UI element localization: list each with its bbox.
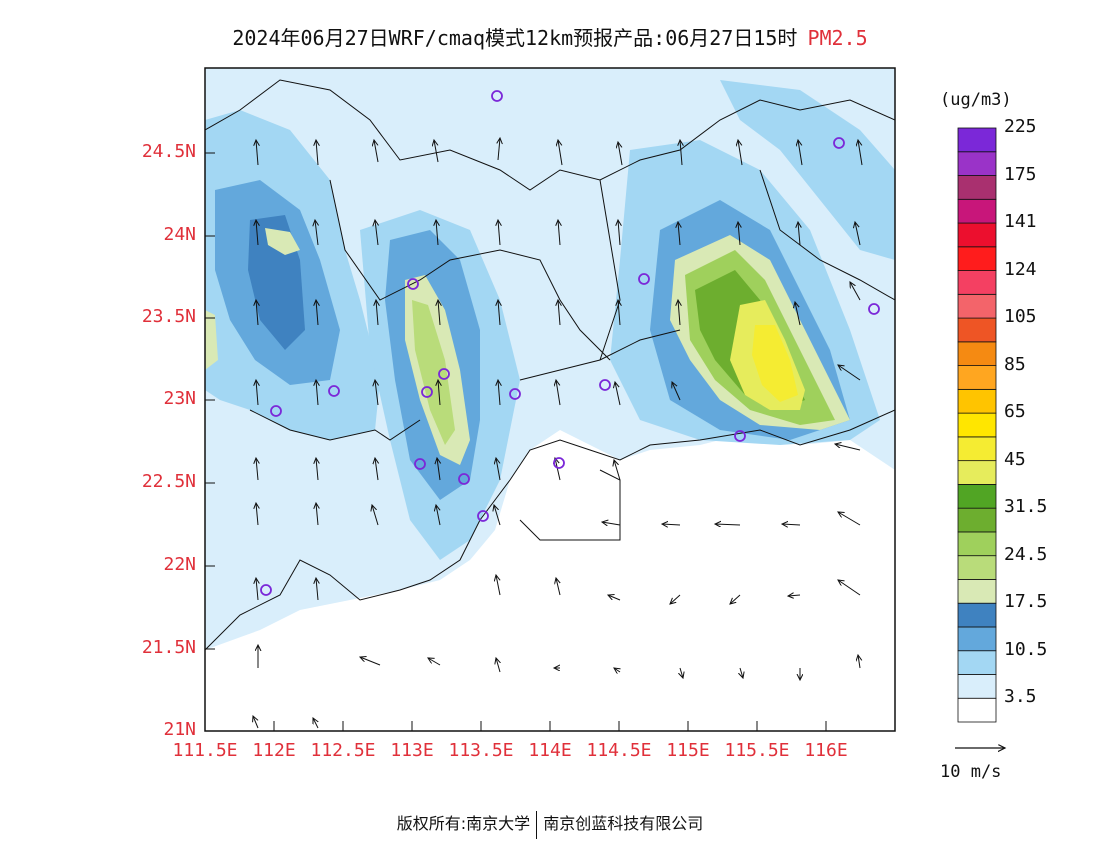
colorbar-swatch	[957, 697, 997, 723]
colorbar-label: 31.5	[1004, 496, 1048, 518]
colorbar-swatch	[957, 127, 997, 153]
lat-tick-label: 23N	[163, 388, 196, 409]
lat-tick-label: 22.5N	[141, 471, 196, 492]
lat-tick-label: 21N	[163, 719, 196, 740]
colorbar-swatch	[957, 175, 997, 200]
lon-tick-label: 113.5E	[448, 740, 514, 761]
colorbar-swatch	[957, 531, 997, 557]
colorbar-label: 24.5	[1004, 543, 1048, 565]
lon-tick-label: 112.5E	[310, 740, 376, 761]
title-main: 2024年06月27日WRF/cmaq模式12km预报产品:06月27日15时	[232, 26, 798, 50]
colorbar-label: 225	[1004, 116, 1037, 137]
station-markers	[260, 90, 880, 596]
colorbar-swatch	[957, 222, 997, 248]
lat-tick-label: 24.5N	[141, 141, 196, 162]
colorbar-swatch	[957, 246, 997, 271]
colorbar-label: 45	[1004, 448, 1026, 470]
colorbar-swatch	[957, 579, 997, 604]
colorbar-swatch	[957, 388, 997, 414]
colorbar-swatch	[957, 270, 997, 295]
boundary-lines	[205, 79, 895, 651]
lat-tick-label: 21.5N	[141, 637, 196, 658]
wind-reference-label: 10 m/s	[940, 762, 1002, 782]
colorbar-swatch	[957, 365, 997, 390]
colorbar-swatch	[957, 626, 997, 652]
title-variable: PM2.5	[807, 26, 868, 50]
colorbar-unit: (ug/m3)	[940, 90, 1012, 110]
map-title: 2024年06月27日WRF/cmaq模式12km预报产品:06月27日15时 P…	[0, 22, 1100, 51]
footer-right: 南京创蓝科技有限公司	[543, 814, 704, 833]
colorbar-swatch	[957, 151, 997, 176]
lon-tick-label: 115.5E	[724, 740, 790, 761]
pm25-field	[205, 68, 895, 731]
lat-tick-label: 22N	[163, 554, 196, 575]
colorbar-swatch	[957, 317, 997, 343]
lon-tick-label: 113E	[390, 740, 434, 761]
colorbar	[957, 127, 997, 723]
footer-left: 版权所有:南京大学	[396, 814, 531, 833]
lon-tick-label: 115E	[666, 740, 710, 761]
colorbar-swatch	[957, 483, 997, 509]
colorbar-label: 141	[1004, 211, 1037, 233]
wind-vectors	[253, 138, 863, 729]
colorbar-label: 10.5	[1004, 638, 1048, 660]
lat-tick-label: 23.5N	[141, 306, 196, 327]
colorbar-swatch	[957, 436, 997, 462]
colorbar-label: 175	[1004, 163, 1037, 185]
colorbar-swatch	[957, 507, 997, 533]
colorbar-swatch	[957, 293, 997, 319]
colorbar-swatch	[957, 341, 997, 366]
colorbar-swatch	[957, 412, 997, 438]
lon-tick-label: 112E	[252, 740, 296, 761]
lon-tick-label: 114E	[528, 740, 572, 761]
colorbar-label: 105	[1004, 306, 1037, 328]
colorbar-label: 17.5	[1004, 591, 1048, 613]
colorbar-label: 124	[1004, 258, 1037, 280]
lon-tick-label: 111.5E	[172, 740, 238, 761]
colorbar-swatch	[957, 674, 997, 699]
lon-tick-label: 116E	[804, 740, 848, 761]
colorbar-swatch	[957, 602, 997, 628]
colorbar-label: 3.5	[1004, 686, 1037, 708]
copyright-footer: 版权所有:南京大学 南京创蓝科技有限公司	[0, 810, 1100, 839]
lat-tick-label: 24N	[163, 224, 196, 245]
lon-tick-label: 114.5E	[586, 740, 652, 761]
colorbar-label: 85	[1004, 353, 1026, 375]
colorbar-swatch	[957, 650, 997, 675]
colorbar-label: 65	[1004, 401, 1026, 423]
colorbar-swatch	[957, 198, 997, 224]
colorbar-swatch	[957, 555, 997, 580]
axis-ticks	[205, 152, 827, 731]
footer-separator	[536, 810, 538, 839]
colorbar-swatch	[957, 460, 997, 485]
